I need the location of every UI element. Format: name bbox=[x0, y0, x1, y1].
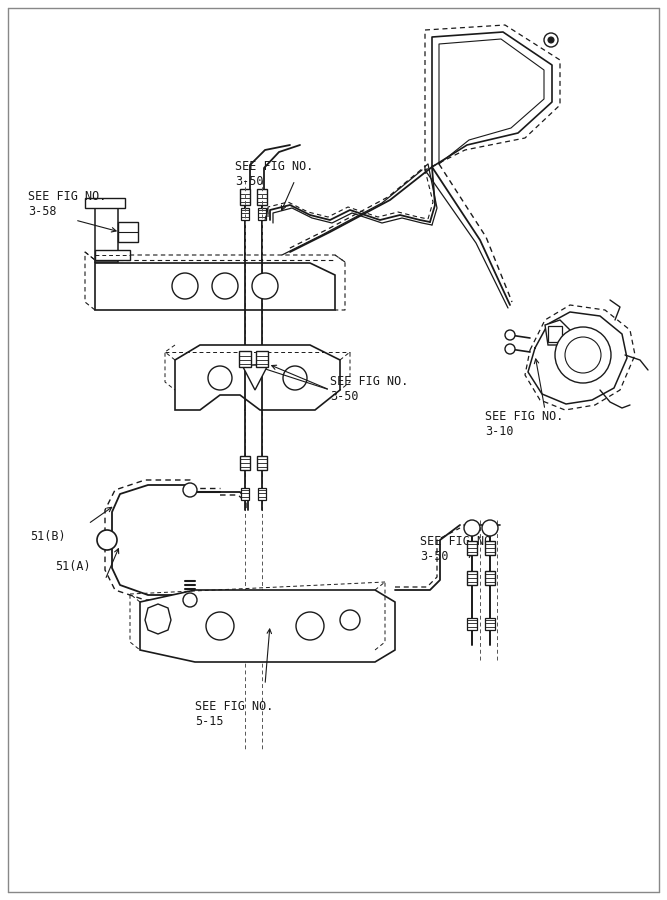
Text: SEE FIG NO.
3-50: SEE FIG NO. 3-50 bbox=[235, 160, 313, 188]
Circle shape bbox=[172, 273, 198, 299]
Polygon shape bbox=[140, 590, 395, 662]
Bar bbox=[240, 189, 250, 205]
Text: 51(A): 51(A) bbox=[55, 560, 91, 573]
Circle shape bbox=[555, 327, 611, 383]
Circle shape bbox=[206, 612, 234, 640]
Circle shape bbox=[212, 273, 238, 299]
Bar bbox=[467, 541, 477, 555]
Circle shape bbox=[340, 610, 360, 630]
Text: 51(B): 51(B) bbox=[30, 530, 65, 543]
Circle shape bbox=[252, 273, 278, 299]
Circle shape bbox=[97, 530, 117, 550]
Circle shape bbox=[544, 33, 558, 47]
Bar bbox=[240, 456, 250, 470]
Circle shape bbox=[505, 330, 515, 340]
Bar bbox=[467, 618, 477, 630]
Polygon shape bbox=[85, 198, 125, 208]
Circle shape bbox=[565, 337, 601, 373]
Circle shape bbox=[208, 366, 232, 390]
Bar bbox=[548, 326, 562, 342]
Bar bbox=[485, 541, 495, 555]
Bar bbox=[258, 208, 266, 220]
Polygon shape bbox=[175, 345, 340, 410]
Bar bbox=[241, 208, 249, 220]
Text: SEE FIG NO.
5-15: SEE FIG NO. 5-15 bbox=[195, 700, 273, 728]
Circle shape bbox=[183, 593, 197, 607]
Circle shape bbox=[548, 37, 554, 43]
Circle shape bbox=[464, 520, 480, 536]
Polygon shape bbox=[242, 365, 268, 390]
Polygon shape bbox=[95, 202, 118, 262]
Bar bbox=[256, 351, 268, 367]
Polygon shape bbox=[145, 604, 171, 634]
Text: SEE FIG NO.
3-58: SEE FIG NO. 3-58 bbox=[28, 190, 106, 218]
Text: SEE FIG NO.
3-50: SEE FIG NO. 3-50 bbox=[330, 375, 408, 403]
Circle shape bbox=[505, 344, 515, 354]
Polygon shape bbox=[95, 250, 130, 260]
Text: SEE FIG NO.
3-10: SEE FIG NO. 3-10 bbox=[485, 410, 564, 438]
Bar bbox=[239, 351, 251, 367]
Bar bbox=[467, 571, 477, 585]
Bar bbox=[258, 488, 266, 500]
Polygon shape bbox=[95, 263, 335, 310]
Circle shape bbox=[283, 366, 307, 390]
Bar bbox=[257, 456, 267, 470]
Bar bbox=[257, 189, 267, 205]
Bar bbox=[241, 488, 249, 500]
Polygon shape bbox=[545, 320, 570, 345]
Bar bbox=[485, 571, 495, 585]
Circle shape bbox=[183, 483, 197, 497]
Circle shape bbox=[482, 520, 498, 536]
Polygon shape bbox=[118, 222, 138, 242]
Text: SEE FIG NO.
3-50: SEE FIG NO. 3-50 bbox=[420, 535, 498, 563]
Circle shape bbox=[296, 612, 324, 640]
Bar bbox=[485, 618, 495, 630]
